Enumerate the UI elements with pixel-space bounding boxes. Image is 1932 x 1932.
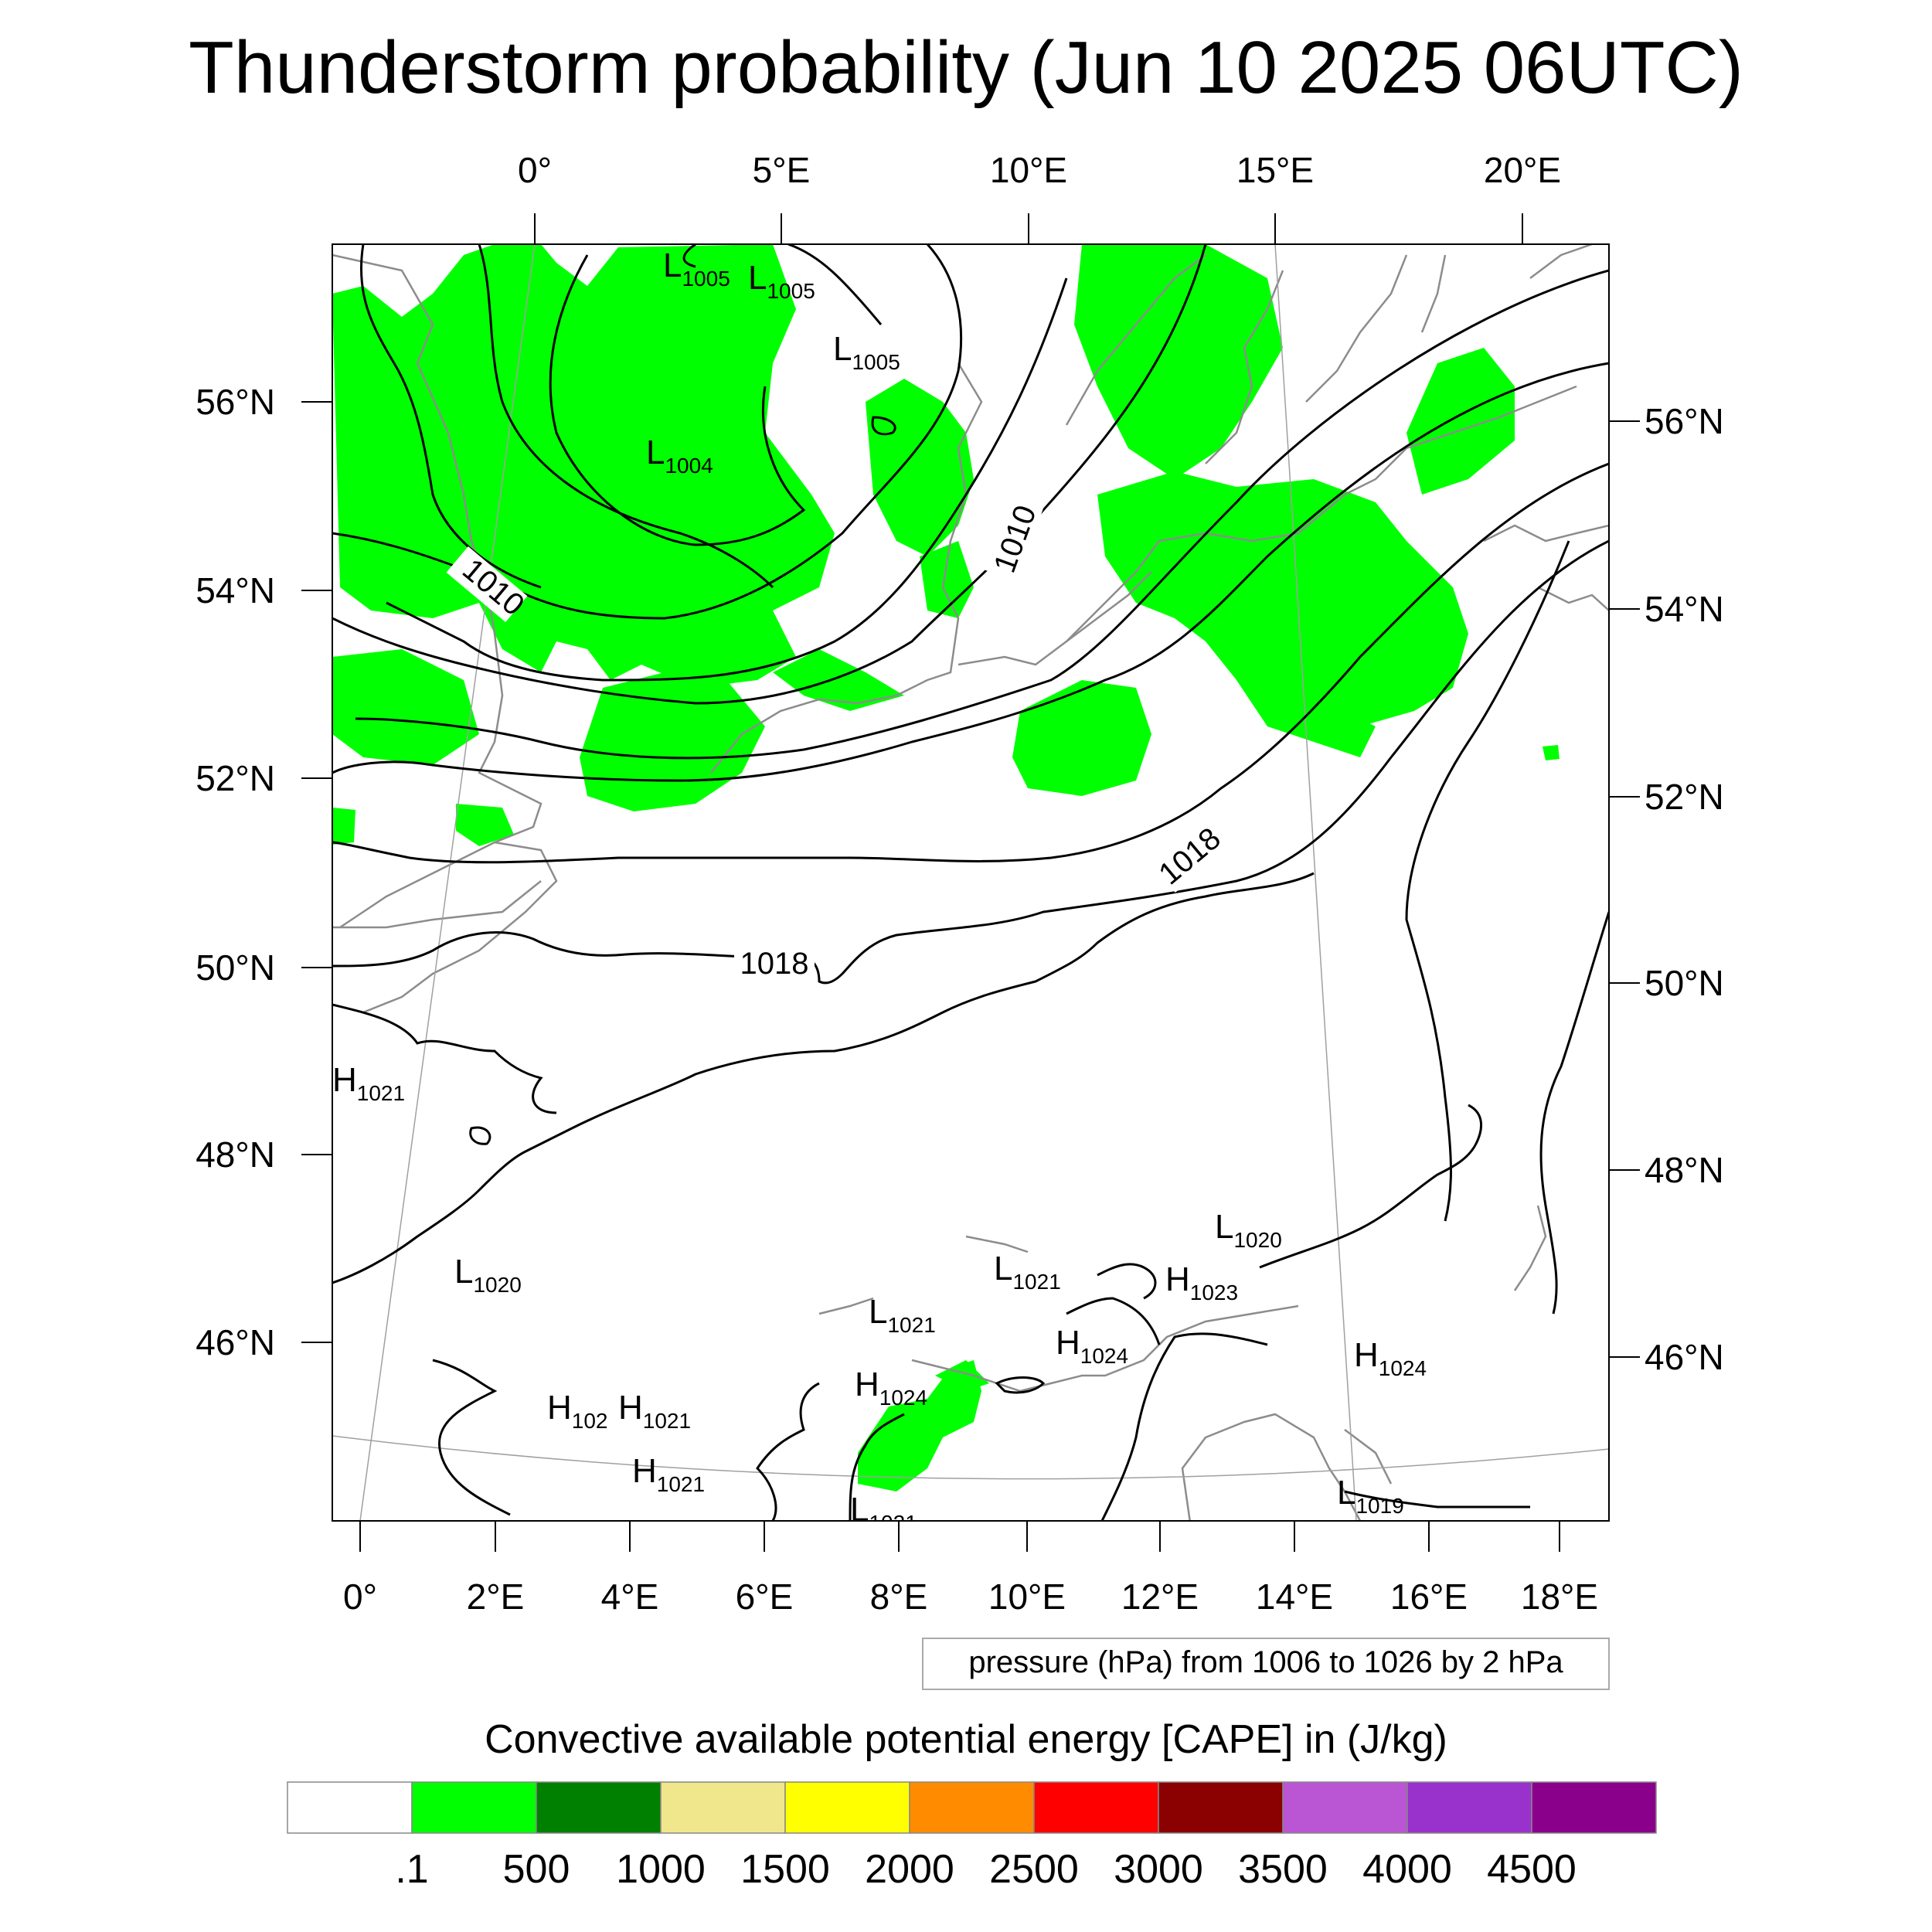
bottom-lon-label: 2°E xyxy=(467,1577,525,1617)
map-frame xyxy=(332,243,1610,1522)
high-pressure-center: H1021 xyxy=(332,1061,405,1105)
colorbar-swatch xyxy=(909,1781,1035,1834)
bottom-lon-label: 8°E xyxy=(870,1577,928,1617)
colorbar-label: 500 xyxy=(503,1847,570,1892)
right-lat-label: 50°N xyxy=(1645,963,1724,1003)
right-lat-label: 54°N xyxy=(1645,589,1724,629)
cape-area-uk-east xyxy=(332,649,479,765)
coastlines xyxy=(332,244,1609,1521)
bottom-lon-label: 12°E xyxy=(1121,1577,1199,1617)
isobars xyxy=(332,244,1609,1521)
left-lat-label: 46°N xyxy=(196,1322,275,1362)
colorbar-swatch xyxy=(1406,1781,1532,1834)
bottom-lon-label: 6°E xyxy=(736,1577,794,1617)
colorbar-swatch xyxy=(1033,1781,1159,1834)
bottom-lon-label: 18°E xyxy=(1521,1577,1598,1617)
bottom-longitude-labels: 0° 2°E 4°E 6°E 8°E 10°E 12°E 14°E 16°E 1… xyxy=(343,1577,1598,1617)
cape-area-alps-north xyxy=(935,1360,989,1391)
top-lon-label: 15°E xyxy=(1236,150,1314,190)
right-lat-label: 48°N xyxy=(1645,1150,1724,1190)
left-lat-label: 56°N xyxy=(196,382,275,422)
colorbar-label: 3500 xyxy=(1238,1847,1328,1892)
cape-area-france-west xyxy=(332,808,355,845)
cape-area-denmark-south xyxy=(920,541,974,618)
colorbar-label: 4500 xyxy=(1487,1847,1577,1892)
colorbar-swatch xyxy=(784,1781,910,1834)
colorbar-label: 3000 xyxy=(1114,1847,1203,1892)
axis-ticks xyxy=(301,213,1640,1552)
cape-area-german-plain xyxy=(1012,680,1151,796)
bottom-lon-label: 16°E xyxy=(1390,1577,1468,1617)
left-latitude-labels: 56°N 54°N 52°N 50°N 48°N 46°N xyxy=(196,382,275,1362)
left-lat-label: 48°N xyxy=(196,1134,275,1175)
bottom-lon-label: 0° xyxy=(343,1577,377,1617)
left-lat-label: 52°N xyxy=(196,758,275,798)
colorbar-label: 1500 xyxy=(740,1847,830,1892)
top-lon-label: 10°E xyxy=(990,150,1067,190)
colorbar-swatch xyxy=(660,1781,786,1834)
low-pressure-center: L1005 xyxy=(833,330,900,374)
chart-title: Thunderstorm probability (Jun 10 2025 06… xyxy=(189,26,1743,109)
left-lat-label: 54°N xyxy=(196,570,275,611)
cape-area-southern-sweden xyxy=(1074,244,1283,479)
bottom-lon-label: 4°E xyxy=(601,1577,659,1617)
colorbar-label: 4000 xyxy=(1362,1847,1452,1892)
map-panel: 1010 1010 1018 1018 L1005 L1005L1005L1004… xyxy=(332,244,1609,1535)
low-pressure-center: L1020 xyxy=(1215,1208,1282,1252)
colorbar: .1 500 1000 1500 2000 2500 3000 3500 4000 4500 xyxy=(287,1781,1657,1892)
colorbar-label: 1000 xyxy=(616,1847,706,1892)
high-pressure-center: H102 xyxy=(547,1389,608,1433)
colorbar-label: .1 xyxy=(395,1847,428,1892)
left-lat-label: 50°N xyxy=(196,947,275,988)
cape-area-pomerania xyxy=(1236,680,1376,757)
contour-info-text: pressure (hPa) from 1006 to 1026 by 2 hP… xyxy=(968,1645,1563,1679)
top-lon-label: 20°E xyxy=(1484,150,1561,190)
top-lon-label: 5°E xyxy=(753,150,811,190)
isobar-label: 1018 xyxy=(740,947,809,981)
low-pressure-center: L1021 xyxy=(850,1491,917,1535)
pressure-centers: L1005 L1005 L1005 L1004 H1021 L1020 L1020 L1021… xyxy=(332,247,1427,1535)
low-pressure-center: L1021 xyxy=(994,1250,1061,1294)
cape-area-netherlands xyxy=(580,672,765,811)
bottom-lon-label: 10°E xyxy=(988,1577,1066,1617)
high-pressure-center: H1021 xyxy=(618,1389,691,1433)
colorbar-title: Convective available potential energy [C… xyxy=(485,1717,1447,1762)
high-pressure-center: H1024 xyxy=(855,1366,927,1410)
low-pressure-center: L1005 xyxy=(748,259,815,303)
colorbar-swatch xyxy=(411,1781,537,1834)
bottom-lon-label: 14°E xyxy=(1256,1577,1333,1617)
colorbar-swatch xyxy=(536,1781,662,1834)
low-pressure-center: L1021 xyxy=(869,1293,936,1337)
top-longitude-labels: 0° 5°E 10°E 15°E 20°E xyxy=(518,150,1561,190)
colorbar-label: 2000 xyxy=(865,1847,954,1892)
low-pressure-center: L1005 xyxy=(663,247,730,291)
high-pressure-center: H1024 xyxy=(1056,1324,1128,1368)
top-lon-label: 0° xyxy=(518,150,552,190)
contour-info-box xyxy=(922,1638,1610,1690)
low-pressure-center: L1004 xyxy=(646,434,713,478)
colorbar-swatch xyxy=(287,1781,413,1834)
right-lat-label: 56°N xyxy=(1645,401,1724,441)
cape-areas xyxy=(332,244,1560,1492)
high-pressure-center: H1023 xyxy=(1165,1260,1238,1304)
cape-area-thames xyxy=(456,804,514,846)
colorbar-swatch xyxy=(1282,1781,1408,1834)
low-pressure-center: L1019 xyxy=(1337,1474,1404,1518)
high-pressure-center: H1024 xyxy=(1354,1336,1427,1380)
colorbar-swatch xyxy=(1158,1781,1284,1834)
graticule xyxy=(332,244,1609,1521)
right-lat-label: 46°N xyxy=(1645,1337,1724,1377)
cape-area-lithuania xyxy=(1406,348,1515,495)
cape-area-east-north-sea xyxy=(773,649,904,711)
cape-area-poland-speck xyxy=(1543,745,1560,760)
low-pressure-center: L1020 xyxy=(454,1253,522,1297)
right-lat-label: 52°N xyxy=(1645,777,1724,817)
right-latitude-labels: 56°N 54°N 52°N 50°N 48°N 46°N xyxy=(1645,401,1724,1377)
high-pressure-center: H1021 xyxy=(632,1452,705,1496)
cape-area-alps xyxy=(858,1360,981,1492)
colorbar-swatch xyxy=(1531,1781,1657,1834)
colorbar-label: 2500 xyxy=(989,1847,1079,1892)
